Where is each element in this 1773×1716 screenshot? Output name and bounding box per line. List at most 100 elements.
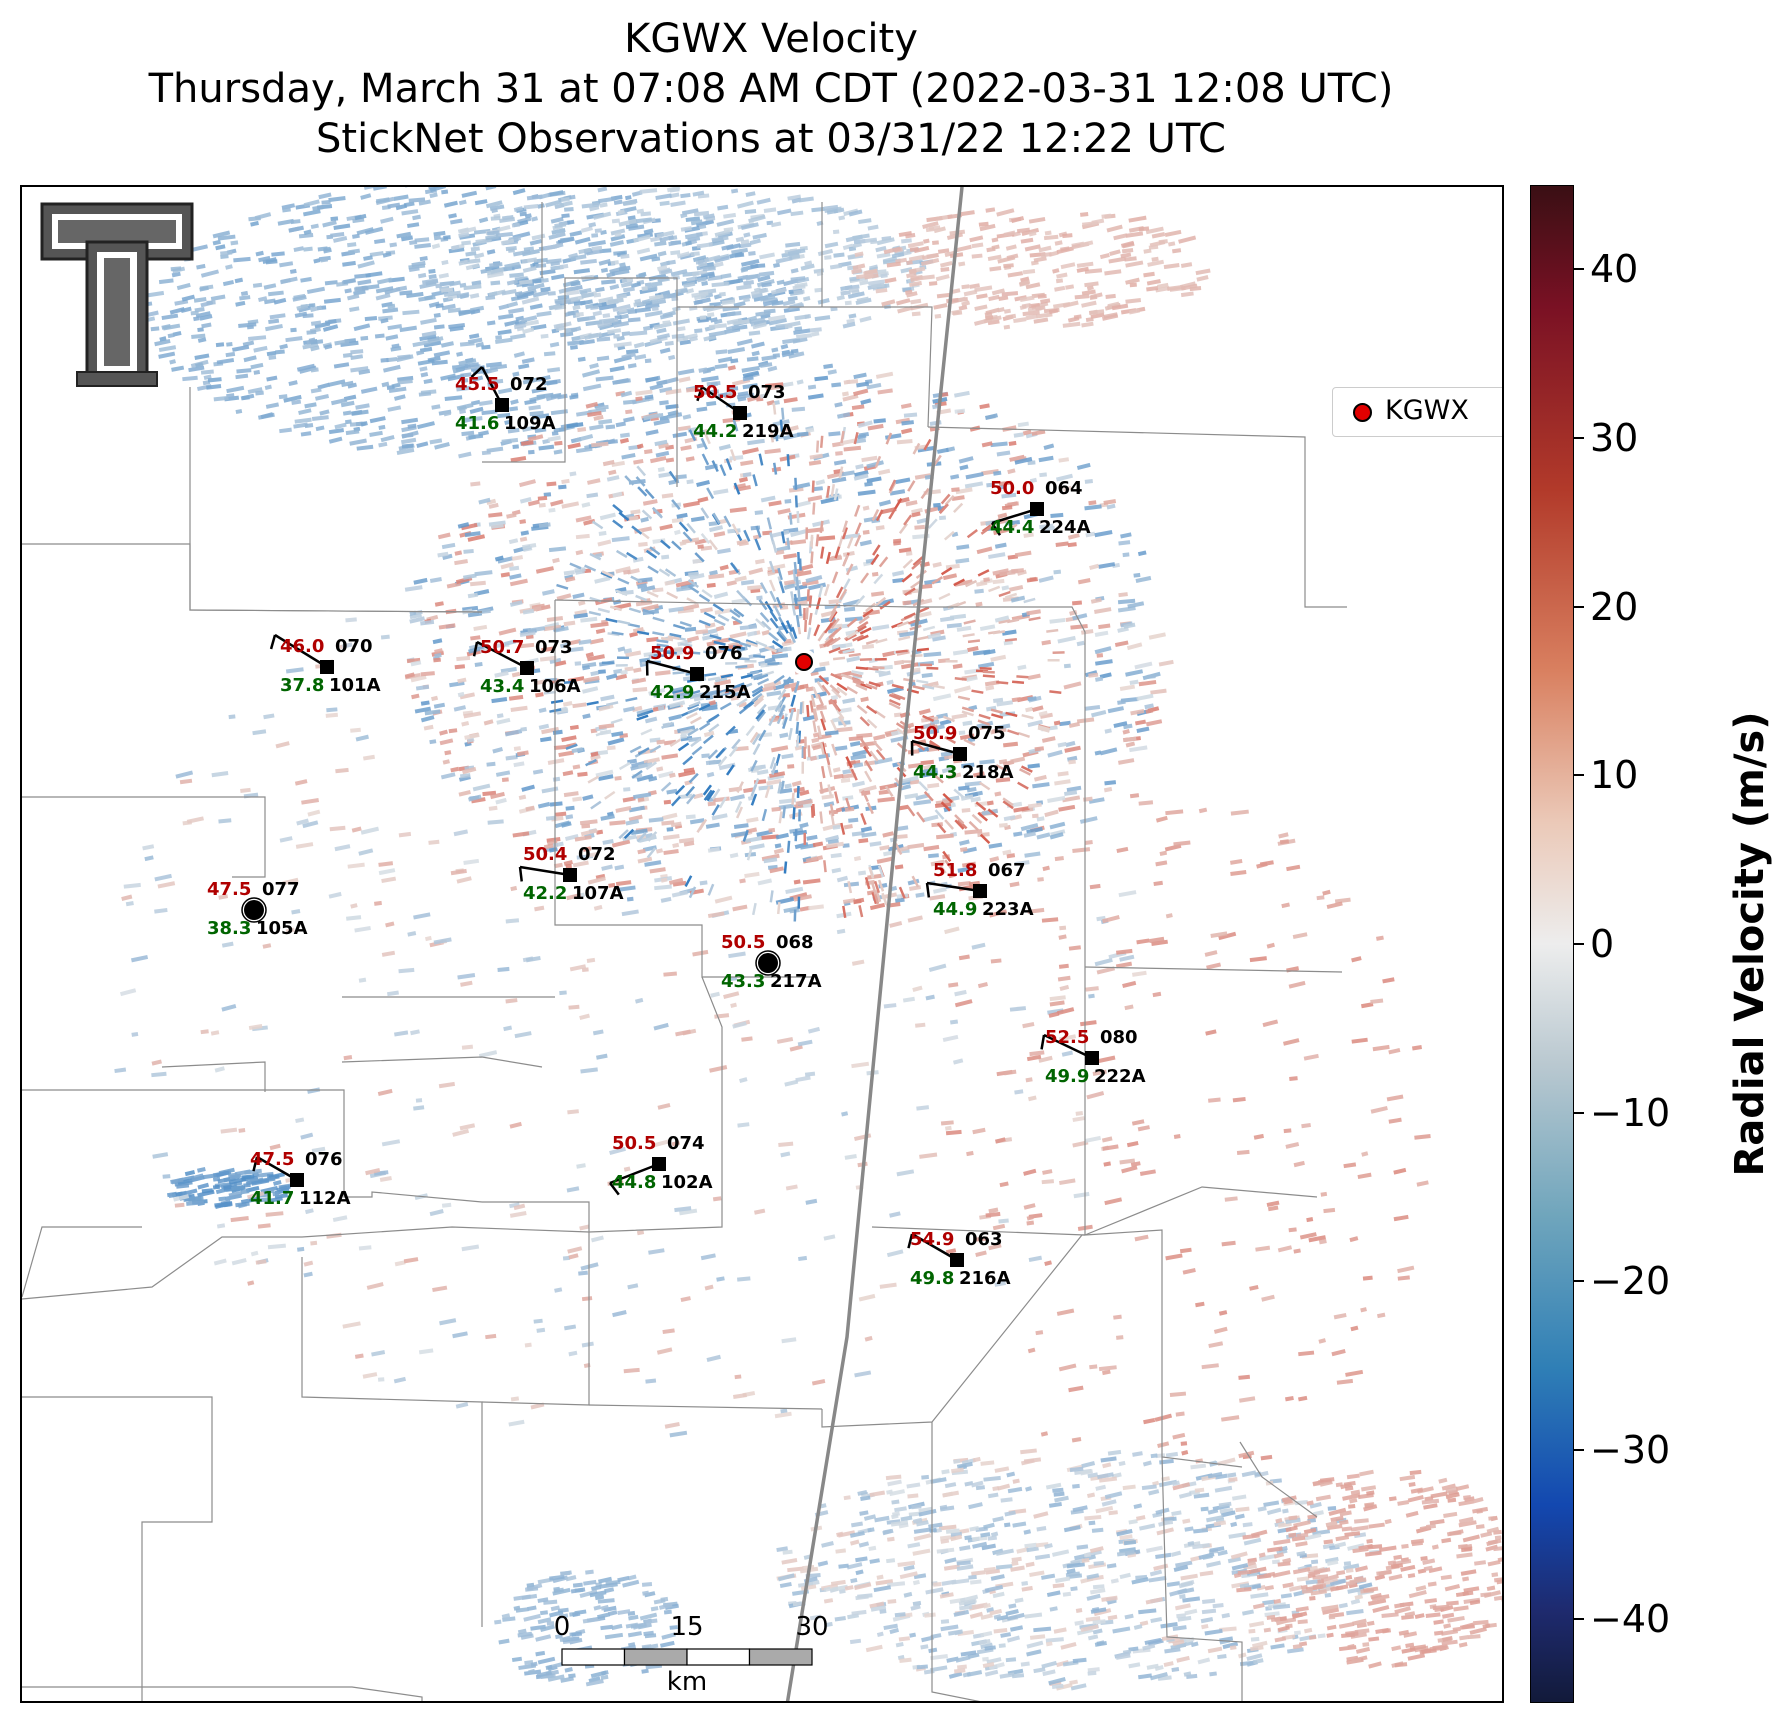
station-216A[interactable]: 54.9 063 49.8 216A	[907, 1229, 1011, 1289]
station-square-icon	[320, 660, 334, 674]
colorbar-label: Radial Velocity (m/s)	[1727, 711, 1773, 1177]
scale-label-0: 0	[553, 1612, 571, 1642]
station-gust-value: 50.4	[523, 844, 567, 865]
station-gust-value: 50.5	[721, 932, 765, 953]
station-square-icon	[950, 1253, 964, 1267]
station-gust-value: 52.5	[1045, 1027, 1089, 1048]
station-square-icon	[520, 661, 534, 675]
station-105A[interactable]: 47.5 077 38.3 105A	[207, 879, 308, 939]
station-223A[interactable]: 51.8 067 44.9 223A	[925, 860, 1034, 920]
legend: KGWX	[1332, 387, 1502, 437]
station-218A[interactable]: 50.9 075 44.3 218A	[910, 723, 1014, 783]
station-square-icon	[563, 868, 577, 882]
station-square-icon	[953, 747, 967, 761]
station-107A[interactable]: 50.4 072 42.2 107A	[518, 844, 624, 904]
station-gust-value: 50.9	[913, 723, 957, 744]
station-square-icon	[973, 884, 987, 898]
colorbar	[1530, 185, 1574, 1703]
station-direction: 076	[305, 1149, 343, 1170]
station-101A[interactable]: 46.0 070 37.8 101A	[269, 633, 381, 696]
wind-barb-icon	[476, 640, 528, 670]
colorbar-tick	[1574, 943, 1584, 945]
map-canvas: 45.5 072 41.6 109A 50.5 073 44.2 219A 50.0 064 44.…	[22, 187, 1502, 1701]
colorbar-tick-label: 30	[1590, 416, 1639, 460]
station-102A[interactable]: 50.5 074 44.8 102A	[609, 1133, 713, 1196]
station-gust-value: 45.5	[455, 374, 499, 395]
station-id: 219A	[742, 421, 794, 442]
station-id: 112A	[299, 1188, 351, 1209]
station-id: 218A	[962, 762, 1014, 783]
station-direction: 073	[535, 637, 573, 658]
station-wind-value: 42.2	[523, 883, 567, 904]
station-id: 106A	[529, 676, 581, 697]
colorbar-tick	[1574, 605, 1584, 608]
station-gust-value: 54.9	[910, 1229, 954, 1250]
station-id: 224A	[1039, 517, 1091, 538]
station-217A[interactable]: 50.5 068 43.3 217A	[721, 932, 822, 992]
colorbar-tick-label: −20	[1590, 1259, 1671, 1304]
colorbar-tick	[1574, 1617, 1584, 1620]
station-224A[interactable]: 50.0 064 44.4 224A	[990, 478, 1091, 538]
station-square-icon	[1030, 502, 1044, 516]
station-gust-value: 50.7	[480, 637, 524, 658]
station-222A[interactable]: 52.5 080 49.9 222A	[1040, 1027, 1146, 1087]
station-109A[interactable]: 45.5 072 41.6 109A	[455, 366, 556, 434]
calm-wind-ring-icon	[755, 950, 781, 976]
station-square-icon	[690, 667, 704, 681]
scale-bar	[561, 1648, 813, 1666]
wind-barb-icon	[911, 1232, 958, 1262]
station-wind-value: 44.3	[913, 762, 957, 783]
station-106A[interactable]: 50.7 073 43.4 106A	[472, 637, 581, 697]
station-direction: 072	[578, 844, 616, 865]
station-direction: 074	[667, 1133, 705, 1154]
station-direction: 064	[1045, 478, 1083, 499]
station-gust-value: 50.0	[990, 478, 1034, 499]
station-219A[interactable]: 50.5 073 44.2 219A	[693, 382, 794, 442]
station-direction: 068	[776, 932, 814, 953]
wind-barb-flag-icon	[269, 634, 277, 650]
wind-barb-flag-icon	[990, 522, 1002, 536]
wind-barb-icon	[991, 507, 1038, 525]
colorbar-tick	[1574, 1449, 1584, 1451]
legend-label: KGWX	[1385, 395, 1469, 426]
station-215A[interactable]: 50.9 076 42.9 215A	[645, 643, 751, 703]
station-square-icon	[290, 1173, 304, 1187]
wind-barb-icon	[926, 881, 981, 893]
colorbar-tick	[1574, 774, 1584, 777]
station-gust-value: 47.5	[207, 879, 251, 900]
radar-marker-icon	[795, 653, 813, 671]
station-wind-value: 42.9	[650, 682, 694, 703]
colorbar-tick-label: 0	[1590, 922, 1615, 966]
colorbar-tick-label: 20	[1590, 584, 1639, 629]
station-wind-value: 37.8	[280, 675, 324, 696]
station-112A[interactable]: 47.5 076 41.7 112A	[250, 1149, 351, 1209]
calm-wind-ring-icon	[241, 897, 267, 923]
colorbar-tick-label: −40	[1590, 1596, 1671, 1641]
radar-marker-icon	[1353, 403, 1372, 422]
station-gust-value: 47.5	[250, 1149, 294, 1170]
wind-barb-icon	[911, 739, 961, 756]
station-gust-value: 50.5	[693, 382, 737, 403]
colorbar-tick-label: −30	[1590, 1428, 1671, 1472]
station-gust-value: 50.5	[612, 1133, 656, 1154]
wind-barb-icon	[274, 633, 328, 669]
colorbar-tick-label: −10	[1590, 1090, 1671, 1135]
station-square-icon	[733, 406, 747, 420]
station-wind-value: 41.7	[250, 1188, 294, 1209]
title-line-1: KGWX Velocity	[624, 16, 918, 62]
calm-wind-circle-icon	[758, 953, 778, 973]
velocity-echoes	[114, 187, 1502, 1691]
station-direction: 067	[988, 860, 1026, 881]
station-wind-value: 49.8	[910, 1268, 954, 1289]
station-id: 101A	[329, 675, 381, 696]
radar-map[interactable]: 45.5 072 41.6 109A 50.5 073 44.2 219A 50.0 064 44.…	[20, 185, 1504, 1703]
wind-barb-flag-icon	[1040, 1034, 1046, 1050]
station-wind-value: 41.6	[455, 413, 499, 434]
station-direction: 073	[748, 382, 786, 403]
scale-label-30: 30	[795, 1612, 829, 1642]
station-id: 216A	[959, 1268, 1011, 1289]
wind-barb-flag-icon	[609, 1182, 620, 1196]
radar-site-kgwx[interactable]	[791, 649, 817, 675]
station-direction: 080	[1100, 1027, 1138, 1048]
wind-barb-icon	[609, 1162, 660, 1185]
